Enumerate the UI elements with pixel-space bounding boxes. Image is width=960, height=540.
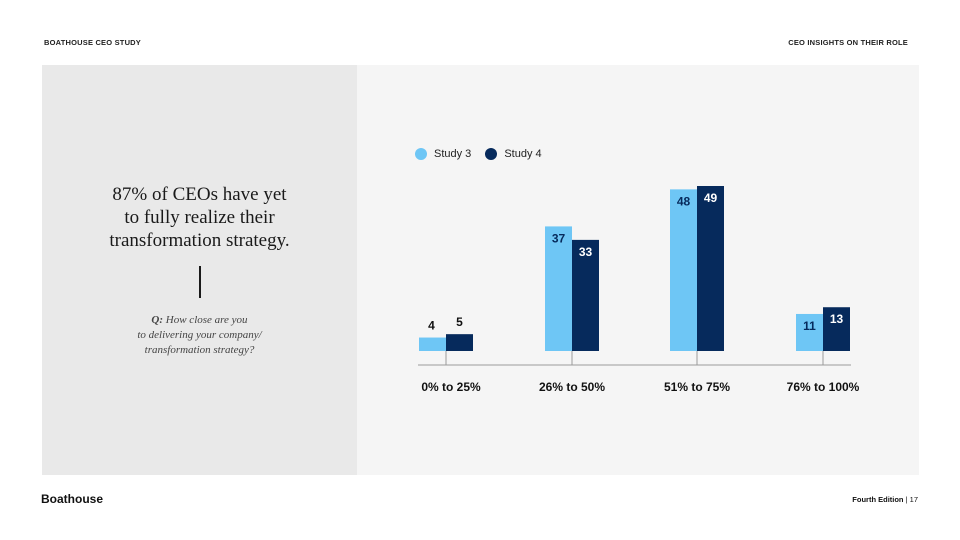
page-separator: | [903,495,910,504]
headline-line-2: to fully realize their [124,207,275,228]
data-label-study-3-2: 48 [677,194,691,208]
category-label-2: 51% to 75% [664,380,730,394]
header-left-label: BOATHOUSE CEO STUDY [44,38,142,47]
headline-line-3: transformation strategy. [109,230,290,251]
legend-label-study-4: Study 4 [504,148,542,160]
data-label-study-4-1: 33 [579,245,593,259]
bar-study-3-0 [419,337,446,351]
left-panel: 87% of CEOs have yet to fully realize th… [42,65,357,475]
question-line-2: to delivering your company/ [137,329,262,341]
question-line-1: Q: How close are you [42,313,357,328]
data-label-study-4-0: 5 [456,315,463,329]
chart-legend: Study 3 Study 4 [415,148,556,160]
category-label-1: 26% to 50% [539,380,605,394]
legend-item-study-4: Study 4 [485,148,542,160]
headline: 87% of CEOs have yet to fully realize th… [42,183,357,252]
bar-study-4-2 [697,186,724,351]
data-label-study-3-3: 11 [803,319,816,333]
header-right-label: CEO INSIGHTS ON THEIR ROLE [788,38,908,47]
data-label-study-3-0: 4 [428,319,435,333]
headline-line-1: 87% of CEOs have yet [112,184,287,205]
legend-item-study-3: Study 3 [415,148,471,160]
legend-dot-study-3 [415,148,427,160]
bar-study-3-2 [670,189,697,351]
chart-panel [357,65,919,475]
edition-label: Fourth Edition [852,495,904,504]
legend-label-study-3: Study 3 [434,148,472,160]
category-label-3: 76% to 100% [787,380,860,394]
bar-study-4-0 [446,334,473,351]
footer-logo: Boathouse [41,492,104,506]
question-line-1-text: How close are you [163,314,248,326]
bar-study-4-1 [572,239,599,351]
bar-study-4-3 [823,307,850,351]
vertical-divider [199,266,201,298]
category-label-0: 0% to 25% [421,380,481,394]
legend-dot-study-4 [485,148,498,160]
data-label-study-4-3: 13 [830,312,844,326]
question-line-3: transformation strategy? [144,344,255,356]
data-label-study-3-1: 37 [552,231,566,245]
footer-edition: Fourth Edition | 17 [852,495,918,504]
data-label-study-4-2: 49 [704,191,718,205]
bar-study-3-1 [545,226,572,351]
page-number: 17 [909,495,918,504]
bar-study-3-3 [796,313,823,351]
question-prefix: Q: [151,314,164,326]
survey-question: Q: How close are you to delivering your … [42,313,357,358]
